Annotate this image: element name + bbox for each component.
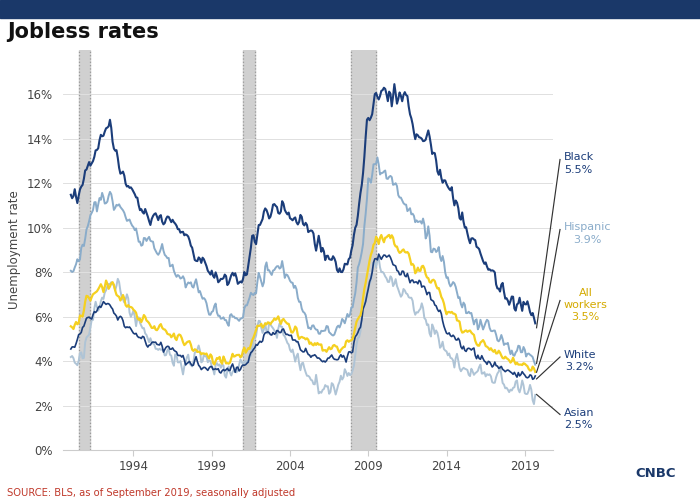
Text: SOURCE: BLS, as of September 2019, seasonally adjusted: SOURCE: BLS, as of September 2019, seaso…: [7, 488, 295, 498]
Text: White
3.2%: White 3.2%: [564, 350, 596, 372]
Bar: [351, 50, 376, 450]
Bar: [78, 50, 90, 450]
Text: Hispanic
3.9%: Hispanic 3.9%: [564, 222, 611, 245]
Y-axis label: Unemployment rate: Unemployment rate: [8, 190, 21, 310]
Text: All
workers
3.5%: All workers 3.5%: [564, 288, 608, 322]
Text: Asian
2.5%: Asian 2.5%: [564, 408, 594, 430]
Text: Jobless rates: Jobless rates: [7, 22, 159, 42]
Text: CNBC: CNBC: [635, 467, 675, 480]
Text: Black
5.5%: Black 5.5%: [564, 152, 594, 175]
Bar: [243, 50, 255, 450]
